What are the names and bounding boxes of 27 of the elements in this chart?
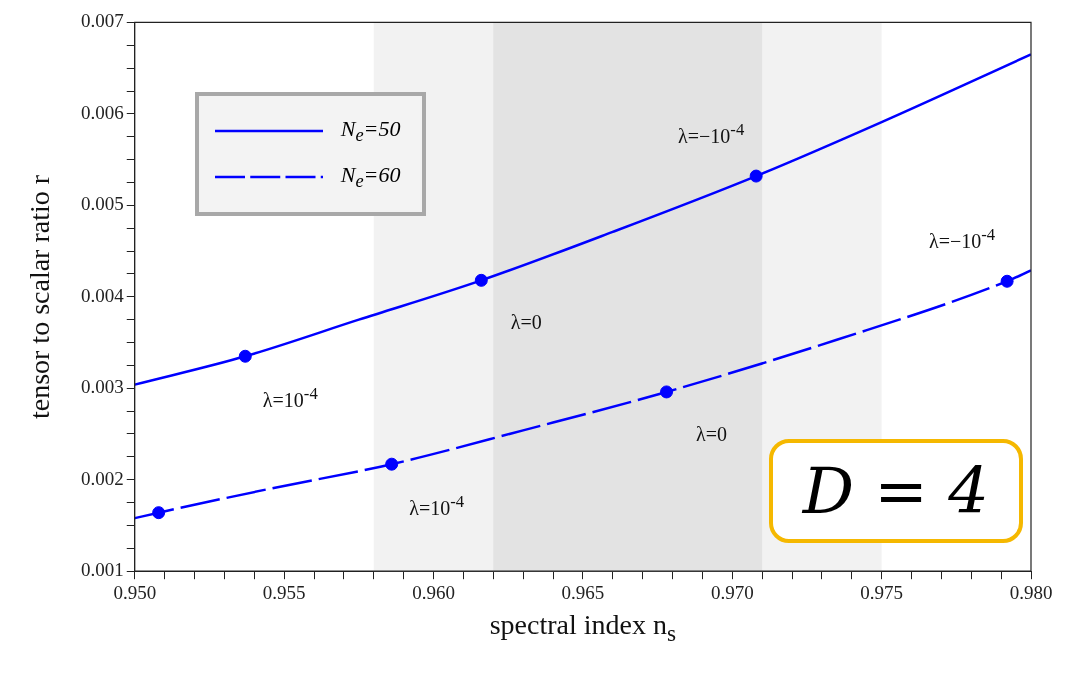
line-series bbox=[134, 53, 1031, 386]
y-tick-label: 0.002 bbox=[81, 467, 124, 489]
y-tick-label: 0.003 bbox=[81, 376, 124, 398]
annotation: λ=−10$^{-4}$ bbox=[678, 120, 745, 148]
x-tick-label: 0.955 bbox=[262, 581, 306, 603]
x-tick-label: 0.950 bbox=[113, 581, 157, 603]
annotation: λ=0 bbox=[510, 310, 542, 334]
line-series bbox=[134, 269, 1031, 520]
legend-label: N$_{e}$=50 bbox=[340, 116, 401, 147]
legend-label: N$_{e}$=60 bbox=[340, 162, 401, 193]
x-tick-label: 0.965 bbox=[561, 581, 605, 603]
y-tick-label: 0.005 bbox=[81, 193, 124, 215]
annotation: λ=10$^{-4}$ bbox=[409, 492, 465, 520]
x-tick-label: 0.975 bbox=[860, 581, 903, 603]
x-tick-label: 0.980 bbox=[1009, 581, 1053, 603]
annotation: λ=0 bbox=[696, 422, 728, 446]
y-tick-label: 0.001 bbox=[81, 559, 124, 581]
annotation: D = 4 bbox=[768, 439, 1023, 544]
annotation: λ=10$^{-4}$ bbox=[262, 384, 318, 413]
x-tick-label: 0.960 bbox=[412, 581, 455, 603]
y-tick-label: 0.006 bbox=[81, 101, 124, 123]
y-axis-title: tensor to scalar ratio r bbox=[24, 174, 56, 419]
annotation: λ=−10$^{-4}$ bbox=[929, 225, 996, 254]
y-tick-label: 0.004 bbox=[81, 284, 125, 306]
x-axis-title: spectral index n$_{s}$ bbox=[489, 609, 677, 647]
y-tick-label: 0.007 bbox=[81, 10, 124, 32]
x-tick-label: 0.970 bbox=[710, 581, 754, 603]
